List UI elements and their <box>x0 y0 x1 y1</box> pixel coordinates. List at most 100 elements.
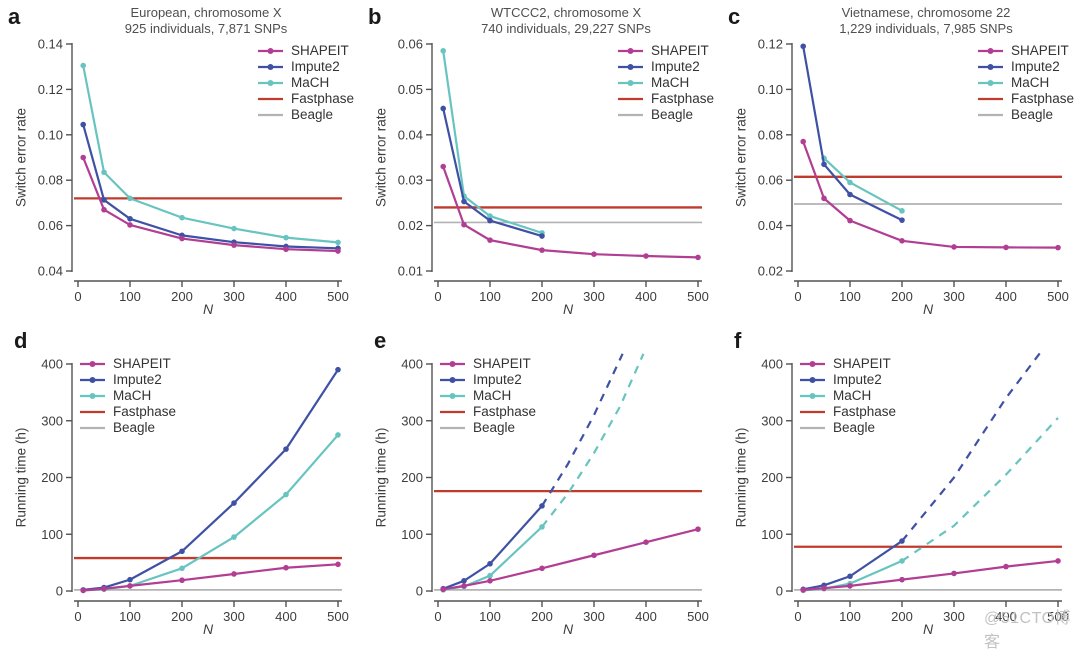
svg-text:400: 400 <box>995 609 1017 624</box>
legend-key-icon <box>257 113 283 116</box>
svg-text:0: 0 <box>434 289 441 304</box>
legend-item-beagle: Beagle <box>799 420 896 435</box>
svg-text:100: 100 <box>761 527 783 542</box>
legend-key-icon <box>440 392 465 399</box>
legend-key-icon <box>257 97 283 100</box>
panel-b-letter: b <box>368 4 382 29</box>
legend-label: Fastphase <box>833 403 897 419</box>
legend-key-icon <box>80 410 105 413</box>
panel-f-xlabel: N <box>922 621 934 637</box>
legend-label: SHAPEIT <box>290 42 349 58</box>
panel-f: f Running time (h) 0 100 200 300 400 0 100 200 3… <box>720 320 1080 639</box>
svg-text:0.04: 0.04 <box>758 218 783 233</box>
panel-c-letter: c <box>728 4 741 29</box>
svg-text:0.04: 0.04 <box>398 127 423 142</box>
svg-text:500: 500 <box>327 609 349 624</box>
legend-label: MaCH <box>290 74 330 90</box>
legend-key-icon <box>800 392 825 399</box>
legend-item-shapeit: SHAPEIT <box>439 356 536 371</box>
svg-text:200: 200 <box>401 470 423 485</box>
legend-item-shapeit: SHAPEIT <box>977 43 1074 58</box>
svg-text:0.02: 0.02 <box>758 264 783 279</box>
svg-text:400: 400 <box>995 289 1017 304</box>
legend-label: Impute2 <box>1010 58 1060 74</box>
svg-text:300: 300 <box>583 289 605 304</box>
legend-label: MaCH <box>473 387 512 403</box>
svg-text:0.12: 0.12 <box>758 37 783 52</box>
legend-label: Impute2 <box>473 371 522 387</box>
panel-e: e Running time (h) 0 100 200 300 400 0 100 200 3… <box>360 320 720 639</box>
legend-label: Impute2 <box>113 371 162 387</box>
legend-label: Fastphase <box>473 403 537 419</box>
svg-text:200: 200 <box>531 609 553 624</box>
legend-item-impute2: Impute2 <box>79 372 176 387</box>
svg-text:300: 300 <box>401 413 423 428</box>
legend-key-icon <box>977 47 1003 54</box>
legend-label: Beagle <box>290 106 333 122</box>
panel-c-title: Vietnamese, chromosome 22 1,229 individu… <box>792 5 1060 36</box>
legend-label: Impute2 <box>290 58 340 74</box>
svg-text:500: 500 <box>687 289 709 304</box>
svg-text:500: 500 <box>1047 289 1069 304</box>
svg-text:100: 100 <box>839 289 861 304</box>
svg-text:100: 100 <box>479 289 501 304</box>
panel-d-letter: d <box>14 328 28 353</box>
svg-text:0: 0 <box>794 289 801 304</box>
svg-text:300: 300 <box>943 609 965 624</box>
panel-c-title-line2: 1,229 individuals, 7,985 SNPs <box>839 20 1013 36</box>
legend-item-mach: MaCH <box>617 75 714 90</box>
panel-b-title: WTCCC2, chromosome X 740 individuals, 29… <box>432 5 700 36</box>
chart-canvas-f: 0 100 200 300 400 0 100 200 300 400 500 <box>761 349 1069 624</box>
svg-text:0.14: 0.14 <box>38 37 63 52</box>
panel-a-title-line1: European, chromosome X <box>130 5 282 20</box>
legend-key-icon <box>440 376 465 383</box>
svg-text:0.10: 0.10 <box>758 82 783 97</box>
legend-key-icon <box>977 113 1003 116</box>
legend-key-icon <box>977 63 1003 70</box>
legend-item-shapeit: SHAPEIT <box>257 43 354 58</box>
svg-text:0.02: 0.02 <box>398 218 423 233</box>
legend-item-fastphase: Fastphase <box>257 91 354 106</box>
legend-item-mach: MaCH <box>799 388 896 403</box>
svg-text:400: 400 <box>401 357 423 372</box>
legend-label: Beagle <box>650 106 693 122</box>
panel-a: a European, chromosome X 925 individuals… <box>0 0 360 320</box>
svg-text:300: 300 <box>223 609 245 624</box>
svg-text:400: 400 <box>275 289 297 304</box>
legend-key-icon <box>977 79 1003 86</box>
svg-text:0.01: 0.01 <box>398 264 423 279</box>
svg-text:100: 100 <box>839 609 861 624</box>
legend-label: Beagle <box>833 419 876 435</box>
panel-e-letter: e <box>374 328 387 353</box>
legend-item-shapeit: SHAPEIT <box>799 356 896 371</box>
panel-f-legend: SHAPEIT Impute2 MaCH Fastphase Beagle <box>799 356 896 435</box>
panel-a-letter: a <box>8 4 21 29</box>
svg-text:0.04: 0.04 <box>38 264 63 279</box>
legend-key-icon <box>800 426 825 429</box>
svg-text:300: 300 <box>943 289 965 304</box>
panel-d-legend: SHAPEIT Impute2 MaCH Fastphase Beagle <box>79 356 176 435</box>
panel-b-title-line2: 740 individuals, 29,227 SNPs <box>481 20 651 36</box>
chart-canvas-b: 0.01 0.02 0.03 0.04 0.05 0.06 0 100 200 300 400 500 <box>398 37 709 305</box>
legend-key-icon <box>257 79 283 86</box>
legend-item-fastphase: Fastphase <box>79 404 176 419</box>
legend-key-icon <box>440 410 465 413</box>
chart-canvas-e: 0 100 200 300 400 0 100 200 300 400 500 <box>401 353 709 624</box>
svg-text:0: 0 <box>794 609 801 624</box>
legend-key-icon <box>440 426 465 429</box>
svg-text:500: 500 <box>327 289 349 304</box>
svg-text:0.06: 0.06 <box>38 218 63 233</box>
legend-item-mach: MaCH <box>79 388 176 403</box>
legend-item-fastphase: Fastphase <box>439 404 536 419</box>
svg-text:0.08: 0.08 <box>38 173 63 188</box>
legend-item-fastphase: Fastphase <box>799 404 896 419</box>
panel-a-xlabel: N <box>202 301 214 317</box>
legend-label: SHAPEIT <box>113 355 171 371</box>
legend-key-icon <box>440 360 465 367</box>
svg-text:200: 200 <box>41 470 63 485</box>
panel-b-xlabel: N <box>562 301 574 317</box>
legend-item-mach: MaCH <box>977 75 1074 90</box>
legend-item-fastphase: Fastphase <box>977 91 1074 106</box>
legend-label: Impute2 <box>833 371 882 387</box>
legend-key-icon <box>617 79 643 86</box>
